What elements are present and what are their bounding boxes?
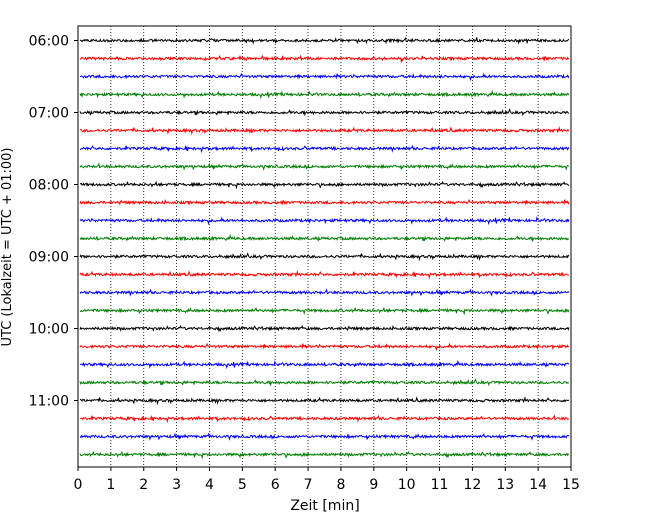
trace-line [79,269,570,280]
trace-line [79,378,570,387]
trace-line [79,216,570,226]
x-tick-label: 5 [238,477,247,493]
trace-line [79,89,570,100]
y-tick-label: 11:00 [29,394,69,410]
trace-line [79,342,570,352]
x-tick-label: 8 [336,477,345,493]
x-tick-label: 3 [172,477,181,493]
trace-line [79,144,570,154]
trace-line [79,432,570,441]
x-axis-label: Zeit [min] [290,498,359,514]
x-tick-label: 6 [271,477,280,493]
x-tick-label: 2 [139,477,148,493]
y-tick-label: 10:00 [29,322,69,338]
x-tick-label: 0 [74,477,83,493]
trace-line [79,180,570,190]
y-axis-label: UTC (Lokalzeit = UTC + 01:00) [0,148,15,347]
trace-line [79,72,570,82]
x-axis: 0 1 2 3 4 5 6 7 8 9 10 11 12 13 14 15 [74,467,580,493]
trace-line [79,36,570,45]
x-tick-label: 14 [529,477,547,493]
trace-line [79,306,570,316]
x-tick-label: 12 [463,477,481,493]
trace-line [79,395,570,406]
plot-frame [77,25,572,468]
x-tick-label: 4 [205,477,214,493]
y-tick-label: 09:00 [29,250,69,266]
y-axis: 06:00 07:00 08:00 09:00 10:00 11:00 [29,34,78,410]
trace-line [79,198,570,206]
trace-line [79,162,570,171]
trace-layer [79,36,570,460]
x-tick-label: 11 [431,477,449,493]
y-tick-label: 08:00 [29,178,69,194]
trace-line [79,414,570,424]
x-tick-label: 15 [562,477,580,493]
trace-line [79,233,570,243]
trace-line [79,324,570,332]
y-tick-label: 06:00 [29,34,69,50]
x-tick-label: 13 [496,477,514,493]
trace-line [79,359,570,370]
x-tick-label: 1 [106,477,115,493]
trace-line [79,108,570,117]
y-tick-label: 07:00 [29,106,69,122]
trace-line [79,125,570,136]
x-tick-label: 10 [398,477,416,493]
x-tick-label: 7 [304,477,313,493]
trace-line [79,252,570,262]
x-tick-label: 9 [369,477,378,493]
trace-line [79,288,570,297]
trace-line [79,450,570,460]
trace-line [79,54,570,64]
